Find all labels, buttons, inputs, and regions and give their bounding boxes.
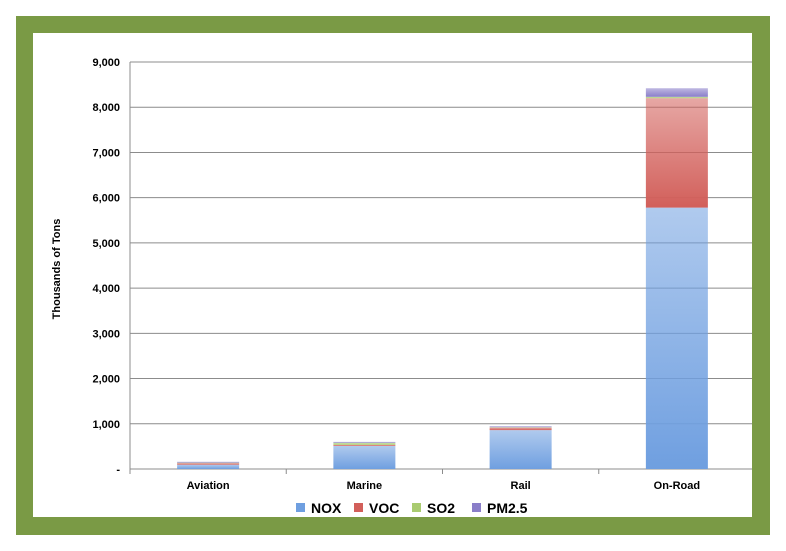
y-tick-label: 9,000 xyxy=(92,57,120,69)
y-tick-label: 5,000 xyxy=(92,238,120,250)
x-category-label: On-Road xyxy=(654,480,700,492)
y-tick-label: 7,000 xyxy=(92,147,120,159)
legend-swatch xyxy=(472,503,481,512)
bar-aviation-nox xyxy=(177,464,240,469)
y-tick-label: 8,000 xyxy=(92,102,120,114)
legend-swatch xyxy=(354,503,363,512)
x-category-label: Aviation xyxy=(187,480,230,492)
bar-on-road-pm25 xyxy=(645,88,708,97)
legend: NOX VOC SO2 PM2.5 xyxy=(296,500,528,516)
bar-marine-voc xyxy=(333,444,396,446)
x-category-label: Rail xyxy=(511,480,531,492)
legend-label: PM2.5 xyxy=(487,500,528,516)
bar-marine-pm25 xyxy=(333,441,396,443)
chart-frame: - 1,000 2,000 3,000 4,000 5,000 6,000 7,000 8,00… xyxy=(16,16,770,535)
bar-rail-pm25 xyxy=(489,426,552,428)
bar-marine-so2 xyxy=(333,442,396,445)
y-tick-label: 4,000 xyxy=(92,283,120,295)
y-tick-label: 2,000 xyxy=(92,374,120,386)
bar-marine-nox xyxy=(333,445,396,469)
emissions-chart: - 1,000 2,000 3,000 4,000 5,000 6,000 7,000 8,00… xyxy=(51,57,752,516)
x-category-label: Marine xyxy=(347,480,382,492)
bar-rail-nox xyxy=(489,430,552,469)
legend-label: SO2 xyxy=(427,500,455,516)
y-tick-label: 3,000 xyxy=(92,328,120,340)
legend-swatch xyxy=(412,503,421,512)
bars xyxy=(177,88,708,470)
bar-rail-voc xyxy=(489,427,552,431)
y-tick-label: 1,000 xyxy=(92,419,120,431)
bar-aviation-voc xyxy=(177,463,240,465)
bar-on-road-so2 xyxy=(645,96,708,99)
y-tick-label: - xyxy=(116,464,120,476)
legend-label: VOC xyxy=(369,500,399,516)
legend-swatch xyxy=(296,503,305,512)
gridlines xyxy=(129,61,752,474)
bar-aviation-pm25 xyxy=(177,461,240,463)
chart-panel: - 1,000 2,000 3,000 4,000 5,000 6,000 7,000 8,00… xyxy=(33,33,752,517)
x-category-labels: Aviation Marine Rail On-Road xyxy=(187,480,700,492)
bar-on-road-nox xyxy=(645,207,708,470)
y-tick-labels: - 1,000 2,000 3,000 4,000 5,000 6,000 7,000 8,00… xyxy=(92,57,120,476)
y-axis-label: Thousands of Tons xyxy=(51,219,63,320)
legend-label: NOX xyxy=(311,500,342,516)
y-tick-label: 6,000 xyxy=(92,193,120,205)
bar-on-road-voc xyxy=(645,98,708,208)
